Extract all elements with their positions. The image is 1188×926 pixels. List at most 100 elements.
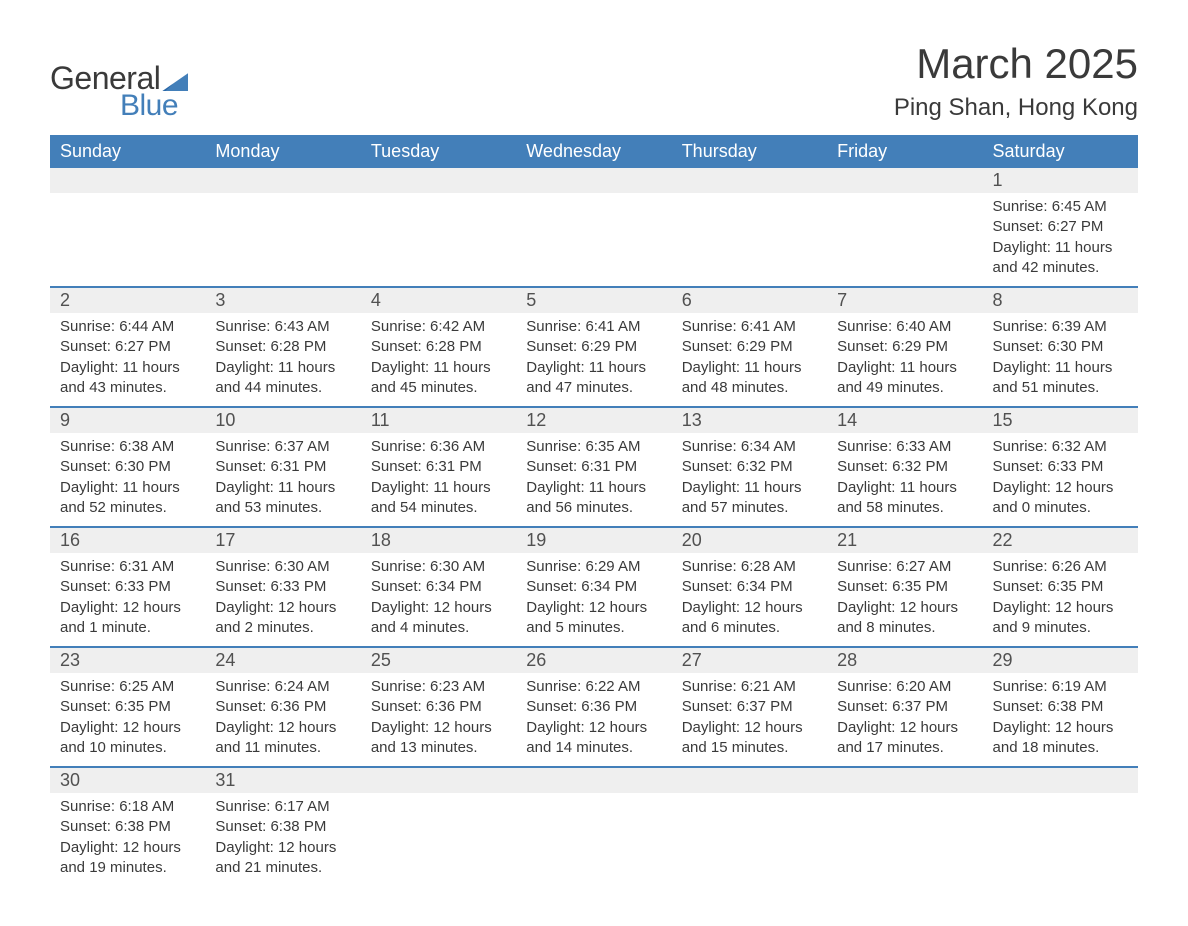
- weekday-header: Wednesday: [516, 135, 671, 168]
- sunset-text: Sunset: 6:33 PM: [993, 457, 1128, 477]
- day-number-cell: 16: [50, 527, 205, 553]
- sunset-text: Sunset: 6:30 PM: [993, 337, 1128, 357]
- day-number-row: 2345678: [50, 287, 1138, 313]
- day-content-cell: [361, 793, 516, 886]
- weekday-header-row: Sunday Monday Tuesday Wednesday Thursday…: [50, 135, 1138, 168]
- sunrise-text: Sunrise: 6:35 AM: [526, 437, 661, 457]
- day-number-cell: 3: [205, 287, 360, 313]
- day-content-cell: Sunrise: 6:28 AMSunset: 6:34 PMDaylight:…: [672, 553, 827, 647]
- day-number-cell: 11: [361, 407, 516, 433]
- sunrise-text: Sunrise: 6:39 AM: [993, 317, 1128, 337]
- day-content-cell: Sunrise: 6:27 AMSunset: 6:35 PMDaylight:…: [827, 553, 982, 647]
- sunrise-text: Sunrise: 6:34 AM: [682, 437, 817, 457]
- sunrise-text: Sunrise: 6:41 AM: [526, 317, 661, 337]
- day-number-cell: 4: [361, 287, 516, 313]
- day-content-cell: Sunrise: 6:38 AMSunset: 6:30 PMDaylight:…: [50, 433, 205, 527]
- sunrise-text: Sunrise: 6:40 AM: [837, 317, 972, 337]
- sunrise-text: Sunrise: 6:30 AM: [371, 557, 506, 577]
- day-number-cell: [983, 767, 1138, 793]
- day-number-cell: 17: [205, 527, 360, 553]
- day-number-cell: 10: [205, 407, 360, 433]
- logo: General Blue: [50, 40, 188, 123]
- daylight-text: Daylight: 11 hours and 57 minutes.: [682, 478, 817, 519]
- day-content-cell: [516, 793, 671, 886]
- weekday-header: Monday: [205, 135, 360, 168]
- sunset-text: Sunset: 6:34 PM: [526, 577, 661, 597]
- sunrise-text: Sunrise: 6:33 AM: [837, 437, 972, 457]
- day-content-cell: Sunrise: 6:33 AMSunset: 6:32 PMDaylight:…: [827, 433, 982, 527]
- day-content-cell: Sunrise: 6:37 AMSunset: 6:31 PMDaylight:…: [205, 433, 360, 527]
- day-number-row: 23242526272829: [50, 647, 1138, 673]
- day-content-cell: Sunrise: 6:24 AMSunset: 6:36 PMDaylight:…: [205, 673, 360, 767]
- day-content-cell: Sunrise: 6:29 AMSunset: 6:34 PMDaylight:…: [516, 553, 671, 647]
- day-number-cell: 19: [516, 527, 671, 553]
- daylight-text: Daylight: 12 hours and 11 minutes.: [215, 718, 350, 759]
- daylight-text: Daylight: 12 hours and 4 minutes.: [371, 598, 506, 639]
- day-number-cell: [827, 767, 982, 793]
- day-content-cell: Sunrise: 6:45 AMSunset: 6:27 PMDaylight:…: [983, 193, 1138, 287]
- sunrise-text: Sunrise: 6:19 AM: [993, 677, 1128, 697]
- daylight-text: Daylight: 12 hours and 10 minutes.: [60, 718, 195, 759]
- day-number-cell: [827, 168, 982, 193]
- day-content-cell: [827, 793, 982, 886]
- day-number-cell: [50, 168, 205, 193]
- sunset-text: Sunset: 6:29 PM: [526, 337, 661, 357]
- sunset-text: Sunset: 6:27 PM: [60, 337, 195, 357]
- sunrise-text: Sunrise: 6:26 AM: [993, 557, 1128, 577]
- calendar-table: Sunday Monday Tuesday Wednesday Thursday…: [50, 135, 1138, 886]
- day-number-cell: 2: [50, 287, 205, 313]
- day-number-row: 3031: [50, 767, 1138, 793]
- daylight-text: Daylight: 12 hours and 13 minutes.: [371, 718, 506, 759]
- day-number-cell: 31: [205, 767, 360, 793]
- sunset-text: Sunset: 6:35 PM: [60, 697, 195, 717]
- header: General Blue March 2025 Ping Shan, Hong …: [50, 40, 1138, 123]
- sunrise-text: Sunrise: 6:17 AM: [215, 797, 350, 817]
- daylight-text: Daylight: 11 hours and 48 minutes.: [682, 358, 817, 399]
- daylight-text: Daylight: 11 hours and 51 minutes.: [993, 358, 1128, 399]
- day-content-row: Sunrise: 6:44 AMSunset: 6:27 PMDaylight:…: [50, 313, 1138, 407]
- daylight-text: Daylight: 11 hours and 47 minutes.: [526, 358, 661, 399]
- day-number-cell: [672, 767, 827, 793]
- sunrise-text: Sunrise: 6:37 AM: [215, 437, 350, 457]
- day-content-row: Sunrise: 6:31 AMSunset: 6:33 PMDaylight:…: [50, 553, 1138, 647]
- daylight-text: Daylight: 11 hours and 45 minutes.: [371, 358, 506, 399]
- daylight-text: Daylight: 12 hours and 14 minutes.: [526, 718, 661, 759]
- day-content-cell: Sunrise: 6:41 AMSunset: 6:29 PMDaylight:…: [672, 313, 827, 407]
- day-number-cell: 15: [983, 407, 1138, 433]
- sunset-text: Sunset: 6:34 PM: [371, 577, 506, 597]
- sunset-text: Sunset: 6:37 PM: [837, 697, 972, 717]
- weekday-header: Saturday: [983, 135, 1138, 168]
- title-block: March 2025 Ping Shan, Hong Kong: [894, 40, 1138, 122]
- sunset-text: Sunset: 6:34 PM: [682, 577, 817, 597]
- sunrise-text: Sunrise: 6:36 AM: [371, 437, 506, 457]
- day-content-cell: [50, 193, 205, 287]
- day-content-cell: [672, 793, 827, 886]
- day-content-cell: Sunrise: 6:34 AMSunset: 6:32 PMDaylight:…: [672, 433, 827, 527]
- sunset-text: Sunset: 6:33 PM: [215, 577, 350, 597]
- day-number-cell: [516, 767, 671, 793]
- day-content-cell: Sunrise: 6:43 AMSunset: 6:28 PMDaylight:…: [205, 313, 360, 407]
- day-content-row: Sunrise: 6:25 AMSunset: 6:35 PMDaylight:…: [50, 673, 1138, 767]
- day-number-cell: 7: [827, 287, 982, 313]
- sunrise-text: Sunrise: 6:25 AM: [60, 677, 195, 697]
- sunset-text: Sunset: 6:36 PM: [526, 697, 661, 717]
- day-content-cell: [672, 193, 827, 287]
- day-number-cell: 23: [50, 647, 205, 673]
- daylight-text: Daylight: 12 hours and 2 minutes.: [215, 598, 350, 639]
- sunrise-text: Sunrise: 6:24 AM: [215, 677, 350, 697]
- day-content-cell: Sunrise: 6:18 AMSunset: 6:38 PMDaylight:…: [50, 793, 205, 886]
- sunset-text: Sunset: 6:29 PM: [837, 337, 972, 357]
- day-number-cell: [361, 168, 516, 193]
- sunset-text: Sunset: 6:32 PM: [682, 457, 817, 477]
- day-number-cell: 18: [361, 527, 516, 553]
- sunrise-text: Sunrise: 6:43 AM: [215, 317, 350, 337]
- day-number-cell: [205, 168, 360, 193]
- page-title: March 2025: [894, 40, 1138, 88]
- sunset-text: Sunset: 6:31 PM: [371, 457, 506, 477]
- day-number-cell: 22: [983, 527, 1138, 553]
- sunrise-text: Sunrise: 6:20 AM: [837, 677, 972, 697]
- sunrise-text: Sunrise: 6:42 AM: [371, 317, 506, 337]
- sunset-text: Sunset: 6:29 PM: [682, 337, 817, 357]
- day-content-cell: Sunrise: 6:23 AMSunset: 6:36 PMDaylight:…: [361, 673, 516, 767]
- sunset-text: Sunset: 6:35 PM: [993, 577, 1128, 597]
